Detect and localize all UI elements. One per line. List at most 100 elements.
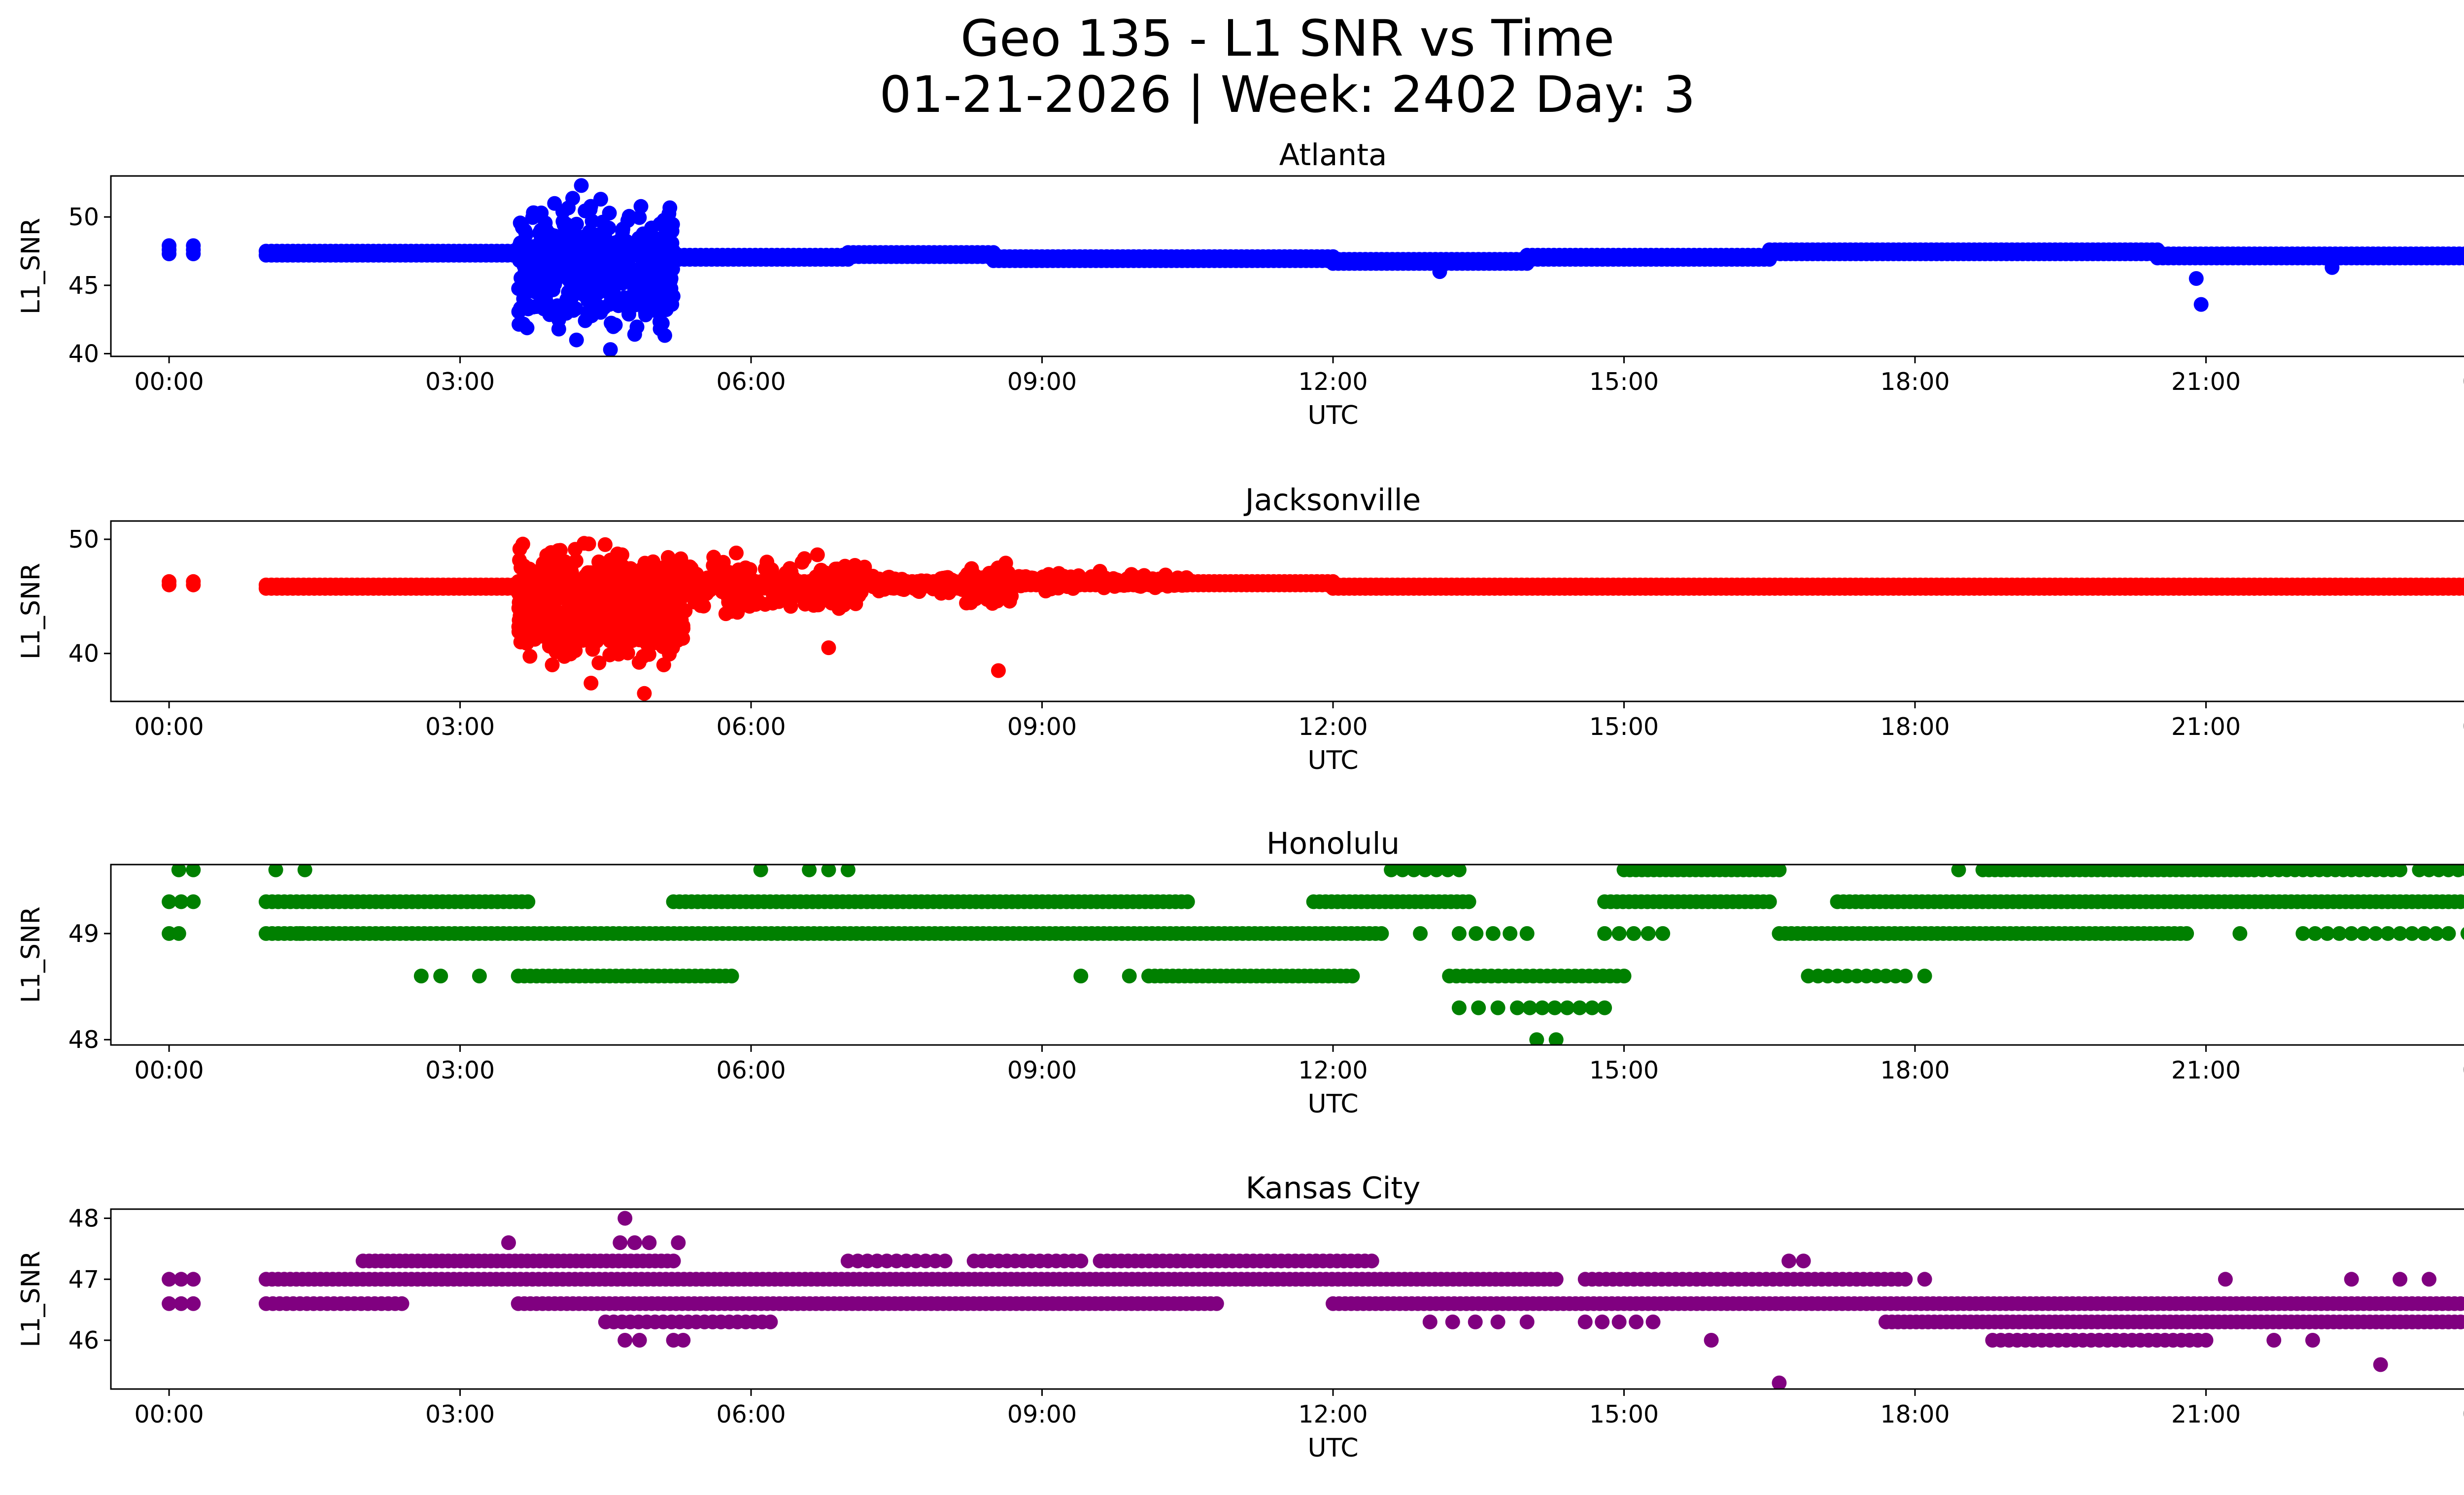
data-point bbox=[554, 567, 570, 582]
data-point bbox=[2459, 895, 2464, 909]
data-point bbox=[951, 581, 966, 596]
data-point bbox=[591, 655, 607, 670]
data-point bbox=[2179, 926, 2194, 941]
data-point bbox=[1422, 1314, 1437, 1329]
data-point bbox=[797, 551, 812, 566]
data-point bbox=[2457, 246, 2464, 261]
y-tick-label: 50 bbox=[68, 203, 99, 231]
data-point bbox=[1611, 926, 1627, 941]
data-point bbox=[472, 969, 487, 984]
data-point bbox=[612, 566, 627, 581]
data-point bbox=[1413, 926, 1428, 941]
data-point bbox=[1364, 1253, 1379, 1269]
data-point bbox=[186, 1296, 201, 1311]
data-point bbox=[766, 584, 781, 599]
data-point bbox=[632, 210, 647, 225]
data-point bbox=[1461, 894, 1476, 909]
data-point bbox=[651, 248, 667, 264]
data-point bbox=[636, 649, 651, 664]
data-point bbox=[268, 865, 283, 877]
x-tick-label: 00:00 bbox=[134, 713, 204, 741]
data-point bbox=[1469, 926, 1484, 941]
data-point bbox=[1626, 926, 1642, 941]
data-point bbox=[541, 277, 556, 292]
markers-atlanta bbox=[162, 178, 2464, 356]
data-point bbox=[778, 565, 793, 581]
x-tick-label: 03:00 bbox=[425, 1056, 495, 1084]
data-point bbox=[1445, 1314, 1460, 1329]
data-point bbox=[682, 582, 697, 597]
subplot-title-honolulu: Honolulu bbox=[1266, 826, 1400, 861]
data-point bbox=[861, 577, 877, 591]
data-point bbox=[433, 969, 448, 984]
data-point bbox=[1002, 593, 1017, 609]
data-point bbox=[1468, 1314, 1483, 1329]
data-point bbox=[658, 224, 674, 240]
data-point bbox=[1471, 1000, 1486, 1015]
data-point bbox=[2368, 926, 2383, 941]
data-point bbox=[1136, 575, 1151, 591]
x-axis-label: UTC bbox=[1307, 746, 1358, 775]
data-point bbox=[564, 611, 579, 626]
data-point bbox=[811, 597, 826, 613]
data-point bbox=[597, 251, 613, 266]
data-point bbox=[611, 624, 626, 639]
data-point bbox=[186, 1272, 201, 1287]
data-point bbox=[680, 566, 695, 582]
data-point bbox=[2457, 577, 2464, 592]
data-point bbox=[2232, 926, 2248, 941]
data-point bbox=[1451, 1000, 1467, 1015]
data-point bbox=[1577, 1314, 1593, 1329]
data-point bbox=[186, 574, 201, 589]
data-point bbox=[547, 196, 562, 211]
data-point bbox=[1406, 865, 1421, 877]
data-point bbox=[2356, 926, 2371, 941]
data-point bbox=[1209, 1296, 1224, 1311]
data-point bbox=[627, 327, 642, 342]
data-point bbox=[513, 235, 528, 250]
data-point bbox=[1073, 1253, 1089, 1269]
data-point bbox=[602, 647, 617, 662]
data-point bbox=[821, 865, 836, 877]
x-tick-label: 00:00 bbox=[2462, 713, 2464, 741]
axes-frame-honolulu bbox=[110, 864, 2464, 1046]
data-point bbox=[603, 342, 618, 356]
data-point bbox=[1418, 865, 1433, 877]
data-point bbox=[557, 554, 573, 569]
data-point bbox=[657, 328, 672, 343]
subplot-title-kansas-city: Kansas City bbox=[1246, 1171, 1421, 1206]
data-point bbox=[539, 294, 553, 309]
data-point bbox=[720, 568, 735, 583]
x-tick-label: 00:00 bbox=[134, 368, 204, 396]
data-point bbox=[1548, 1272, 1564, 1287]
data-point bbox=[763, 567, 778, 582]
data-point bbox=[907, 578, 923, 593]
data-point bbox=[516, 558, 531, 574]
data-point bbox=[554, 636, 569, 651]
data-point bbox=[2429, 926, 2444, 941]
data-point bbox=[1073, 969, 1089, 984]
data-point bbox=[2344, 926, 2359, 941]
data-point bbox=[1560, 1000, 1575, 1015]
markers-jacksonville bbox=[162, 536, 2464, 701]
data-point bbox=[1641, 926, 1656, 941]
data-point bbox=[2332, 926, 2347, 941]
data-point bbox=[1572, 1000, 1587, 1015]
data-point bbox=[1898, 969, 1913, 984]
data-point bbox=[633, 199, 649, 214]
data-point bbox=[1345, 969, 1360, 984]
data-point bbox=[1374, 926, 1389, 941]
data-point bbox=[583, 675, 599, 691]
data-point bbox=[2463, 249, 2464, 258]
data-point bbox=[1611, 1314, 1627, 1329]
data-point bbox=[2295, 926, 2311, 941]
data-point bbox=[637, 686, 652, 701]
data-point bbox=[1951, 865, 1966, 877]
data-point bbox=[644, 292, 659, 307]
data-point bbox=[757, 597, 773, 612]
data-point bbox=[824, 595, 839, 611]
data-point bbox=[821, 640, 836, 656]
y-tick-label: 40 bbox=[68, 340, 99, 368]
